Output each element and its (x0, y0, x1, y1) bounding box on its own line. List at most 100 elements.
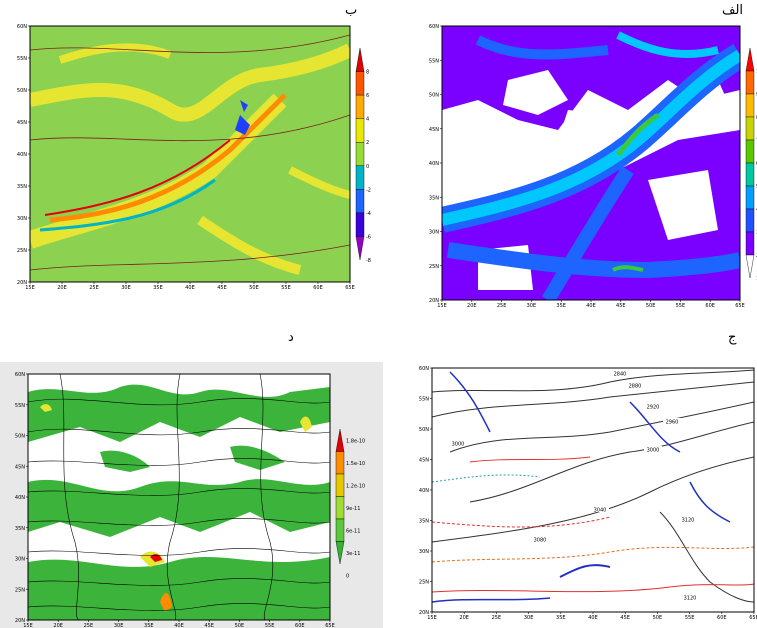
y-tick-label: 60N (17, 24, 27, 30)
y-tick-label: 45N (15, 464, 25, 470)
colorbar-segment (355, 47, 365, 72)
colorbar-segment (355, 212, 365, 237)
colorbar-segment (745, 116, 755, 141)
colorbar-tick-label: -4 (366, 211, 371, 217)
y-tick-label: 45N (419, 458, 429, 464)
x-tick-label: 55E (265, 623, 275, 628)
x-tick-label: 50E (235, 623, 245, 628)
colorbar-tick-label: 0 (346, 573, 349, 579)
colorbar-segment (355, 142, 365, 166)
dal-field (28, 374, 330, 620)
colorbar-tick-label: 1.5e-10 (346, 461, 365, 467)
x-tick-label: 60E (313, 285, 323, 290)
contour-label: 2960 (666, 420, 679, 426)
x-tick-label: 40E (586, 303, 596, 309)
y-tick-label: 55N (17, 56, 27, 62)
x-tick-label: 20E (459, 615, 469, 621)
x-tick-label: 35E (556, 303, 566, 309)
colorbar-tick-label: 2 (366, 140, 369, 146)
x-tick-label: 45E (620, 615, 630, 621)
map-panel-jim: 2840 2880 2920 2960 3000 3000 3040 3080 3120 3120… (410, 362, 757, 628)
colorbar-segment (745, 162, 755, 187)
x-tick-label: 20E (57, 285, 67, 290)
colorbar-segment (355, 165, 365, 190)
y-tick-label: 40N (15, 495, 25, 501)
contour-label-bg (591, 506, 609, 512)
x-tick-label: 35E (144, 623, 154, 628)
x-tick-label: 25E (497, 303, 507, 309)
colorbar-tick-label: 1.2e-10 (346, 483, 365, 489)
colorbar-segment (335, 541, 345, 565)
x-tick-label: 55E (685, 615, 695, 621)
contour-label: 2840 (614, 372, 627, 378)
contour-label: 3000 (452, 442, 465, 448)
colorbar-tick-label: 0 (366, 164, 369, 170)
y-tick-label: 35N (15, 526, 25, 532)
x-tick-label: 60E (295, 623, 305, 628)
x-tick-label: 65E (345, 285, 355, 290)
x-tick-label: 35E (153, 285, 163, 290)
x-tick-label: 65E (735, 303, 745, 309)
y-tick-label: 40N (429, 161, 439, 167)
y-tick-label: 30N (429, 230, 439, 236)
map-panel-dal: 15E 20E 25E 30E 35E 40E 45E 50E 55E 60E 65E 20N 25N 3… (0, 362, 383, 628)
x-tick-label: 15E (437, 303, 447, 309)
contour-label-bg (679, 516, 697, 522)
colorbar-segment (745, 70, 755, 95)
contour-label: 3120 (682, 518, 695, 524)
y-tick-label: 35N (429, 195, 439, 201)
y-tick-label: 45N (429, 127, 439, 133)
y-tick-label: 25N (17, 248, 27, 254)
be-field (30, 26, 350, 282)
y-tick-label: 55N (419, 397, 429, 403)
y-tick-label: 30N (419, 549, 429, 555)
colorbar-segment (745, 254, 755, 279)
x-tick-label: 20E (53, 623, 63, 628)
x-tick-label: 30E (527, 303, 537, 309)
colorbar-segment (745, 185, 755, 210)
contour-label: 3120 (684, 596, 697, 602)
contour-label: 3080 (534, 538, 547, 544)
contour-label-bg (644, 446, 662, 452)
y-tick-label: 20N (419, 610, 429, 616)
y-tick-label: 50N (429, 93, 439, 99)
contour-label-bg (644, 403, 662, 409)
x-tick-label: 55E (676, 303, 686, 309)
colorbar-tick-label: -8 (366, 258, 371, 264)
contour-label-bg (611, 370, 629, 376)
contour-label-bg (626, 382, 644, 388)
x-tick-label: 40E (588, 615, 598, 621)
map-be-svg: 15E 20E 25E 30E 35E 40E 45E 50E 55E 60E 65E 20N 25N 3… (17, 24, 371, 290)
colorbar-tick-label: 8 (366, 70, 369, 76)
colorbar-segment (745, 47, 755, 72)
map-panel-be: 15E 20E 25E 30E 35E 40E 45E 50E 55E 60E 65E 20N 25N 3… (0, 20, 390, 290)
colorbar-tick-label: 6 (366, 93, 369, 99)
colorbar-tick-label: 6e-11 (346, 528, 360, 534)
x-tick-label: 50E (646, 303, 656, 309)
map-dal-svg: 15E 20E 25E 30E 35E 40E 45E 50E 55E 60E 65E 20N 25N 3… (15, 372, 365, 628)
colorbar-tick-label: 9e-11 (346, 506, 360, 512)
x-tick-label: 15E (427, 615, 437, 621)
x-tick-label: 15E (25, 285, 35, 290)
map-alef-svg: 15E 20E 25E 30E 35E 40E 45E 50E 55E 60E 65E 20N 25N 3… (429, 24, 757, 309)
y-tick-label: 20N (429, 298, 439, 304)
panel-label-dal: د (288, 330, 294, 345)
y-tick-label: 60N (429, 24, 439, 30)
x-tick-label: 50E (653, 615, 663, 621)
panel-label-alef: الف (722, 3, 744, 18)
contour-label: 3040 (594, 508, 607, 514)
x-tick-label: 40E (174, 623, 184, 628)
colorbar-segment (745, 93, 755, 118)
colorbar-segment (745, 139, 755, 164)
colorbar-segment (355, 189, 365, 214)
contour-label-bg (663, 418, 681, 424)
colorbar-tick-label: 1.8e-10 (346, 438, 365, 444)
x-tick-label: 25E (89, 285, 99, 290)
panel-label-be: ب (345, 3, 358, 18)
contour-label-bg (681, 594, 699, 600)
x-tick-label: 35E (556, 615, 566, 621)
y-tick-label: 50N (15, 434, 25, 440)
y-tick-label: 50N (419, 427, 429, 433)
colorbar-segment (745, 231, 755, 256)
